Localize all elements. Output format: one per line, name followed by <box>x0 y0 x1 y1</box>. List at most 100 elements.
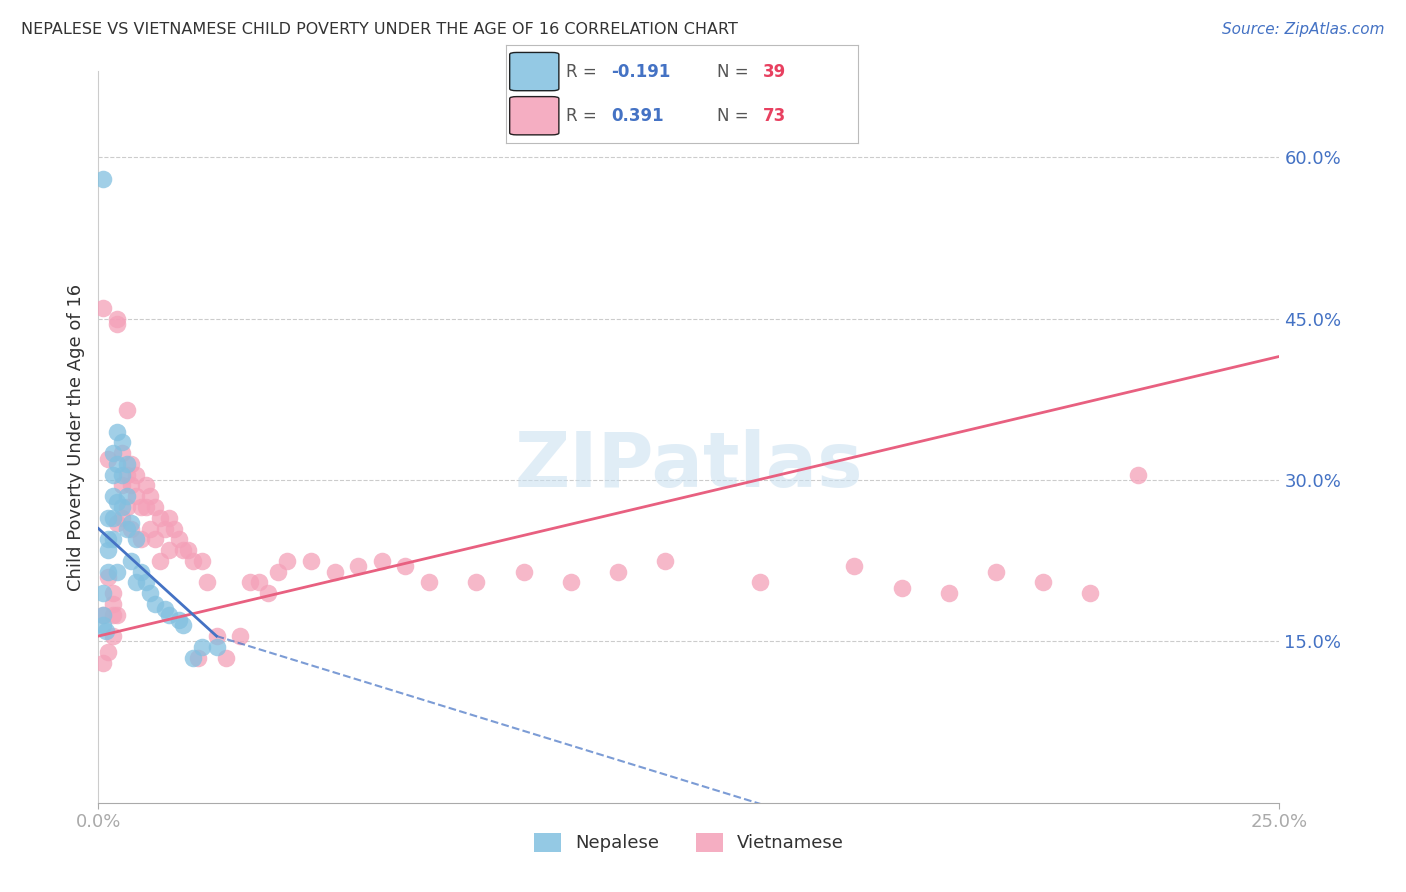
Point <box>101 629 124 643</box>
Point <box>143 597 166 611</box>
Point <box>153 602 176 616</box>
Point <box>157 543 180 558</box>
Point <box>91 656 114 670</box>
Point <box>111 500 134 514</box>
Text: N =: N = <box>717 107 754 125</box>
Text: 73: 73 <box>762 107 786 125</box>
Point <box>111 467 134 482</box>
Text: NEPALESE VS VIETNAMESE CHILD POVERTY UNDER THE AGE OF 16 CORRELATION CHART: NEPALESE VS VIETNAMESE CHILD POVERTY UND… <box>21 22 738 37</box>
Text: -0.191: -0.191 <box>612 62 671 80</box>
Point <box>229 629 252 643</box>
Point <box>163 521 186 535</box>
Point <box>135 478 157 492</box>
Point <box>105 516 128 530</box>
Point <box>101 489 124 503</box>
Legend: Nepalese, Vietnamese: Nepalese, Vietnamese <box>527 826 851 860</box>
Point <box>607 565 630 579</box>
Point <box>105 494 128 508</box>
Point <box>654 554 676 568</box>
Point <box>101 597 124 611</box>
Point <box>97 645 120 659</box>
Point <box>139 586 162 600</box>
FancyBboxPatch shape <box>509 96 560 135</box>
Point <box>1126 467 1149 482</box>
Point <box>844 559 866 574</box>
Point <box>267 565 290 579</box>
Point <box>125 489 148 503</box>
Point <box>205 629 228 643</box>
Point <box>135 500 157 514</box>
Point <box>177 543 200 558</box>
Point <box>121 554 143 568</box>
Point <box>215 650 238 665</box>
Point <box>125 533 148 547</box>
Point <box>121 457 143 471</box>
Point <box>247 575 270 590</box>
Point <box>195 575 218 590</box>
Point <box>97 510 120 524</box>
Point <box>94 624 117 638</box>
Point <box>465 575 488 590</box>
Point <box>153 521 176 535</box>
Point <box>101 607 124 622</box>
Point <box>101 586 124 600</box>
Point <box>394 559 416 574</box>
Point <box>1080 586 1102 600</box>
Point <box>111 478 134 492</box>
Point <box>560 575 582 590</box>
Point <box>143 533 166 547</box>
Point <box>257 586 280 600</box>
Point <box>191 640 214 654</box>
Point <box>135 575 157 590</box>
Point <box>191 554 214 568</box>
Point <box>149 510 172 524</box>
Point <box>890 581 912 595</box>
Point <box>347 559 370 574</box>
Point <box>323 565 346 579</box>
Point <box>139 489 162 503</box>
Point <box>91 607 114 622</box>
Text: R =: R = <box>565 62 602 80</box>
Text: 39: 39 <box>762 62 786 80</box>
Point <box>115 521 138 535</box>
Point <box>129 565 152 579</box>
Point <box>187 650 209 665</box>
Point <box>276 554 298 568</box>
Text: Source: ZipAtlas.com: Source: ZipAtlas.com <box>1222 22 1385 37</box>
Point <box>121 516 143 530</box>
Point <box>105 317 128 331</box>
Text: 0.391: 0.391 <box>612 107 664 125</box>
Text: R =: R = <box>565 107 602 125</box>
Point <box>172 543 194 558</box>
Point <box>105 607 128 622</box>
Point <box>129 500 152 514</box>
Point <box>139 521 162 535</box>
Point <box>205 640 228 654</box>
Point <box>91 586 114 600</box>
Point <box>101 510 124 524</box>
Point <box>105 425 128 439</box>
Point <box>143 500 166 514</box>
Text: ZIPatlas: ZIPatlas <box>515 429 863 503</box>
Point <box>97 533 120 547</box>
Point <box>115 457 138 471</box>
Point <box>129 533 152 547</box>
FancyBboxPatch shape <box>509 53 560 91</box>
Point <box>115 467 138 482</box>
Point <box>167 613 190 627</box>
Point <box>149 554 172 568</box>
Point <box>418 575 440 590</box>
Point <box>157 510 180 524</box>
Point <box>111 510 134 524</box>
Point <box>91 618 114 632</box>
Point <box>167 533 190 547</box>
Point <box>172 618 194 632</box>
Point <box>121 478 143 492</box>
Point <box>125 575 148 590</box>
Point <box>115 403 138 417</box>
Point <box>125 467 148 482</box>
Point <box>748 575 770 590</box>
Point <box>115 489 138 503</box>
Point <box>157 607 180 622</box>
Point <box>299 554 322 568</box>
